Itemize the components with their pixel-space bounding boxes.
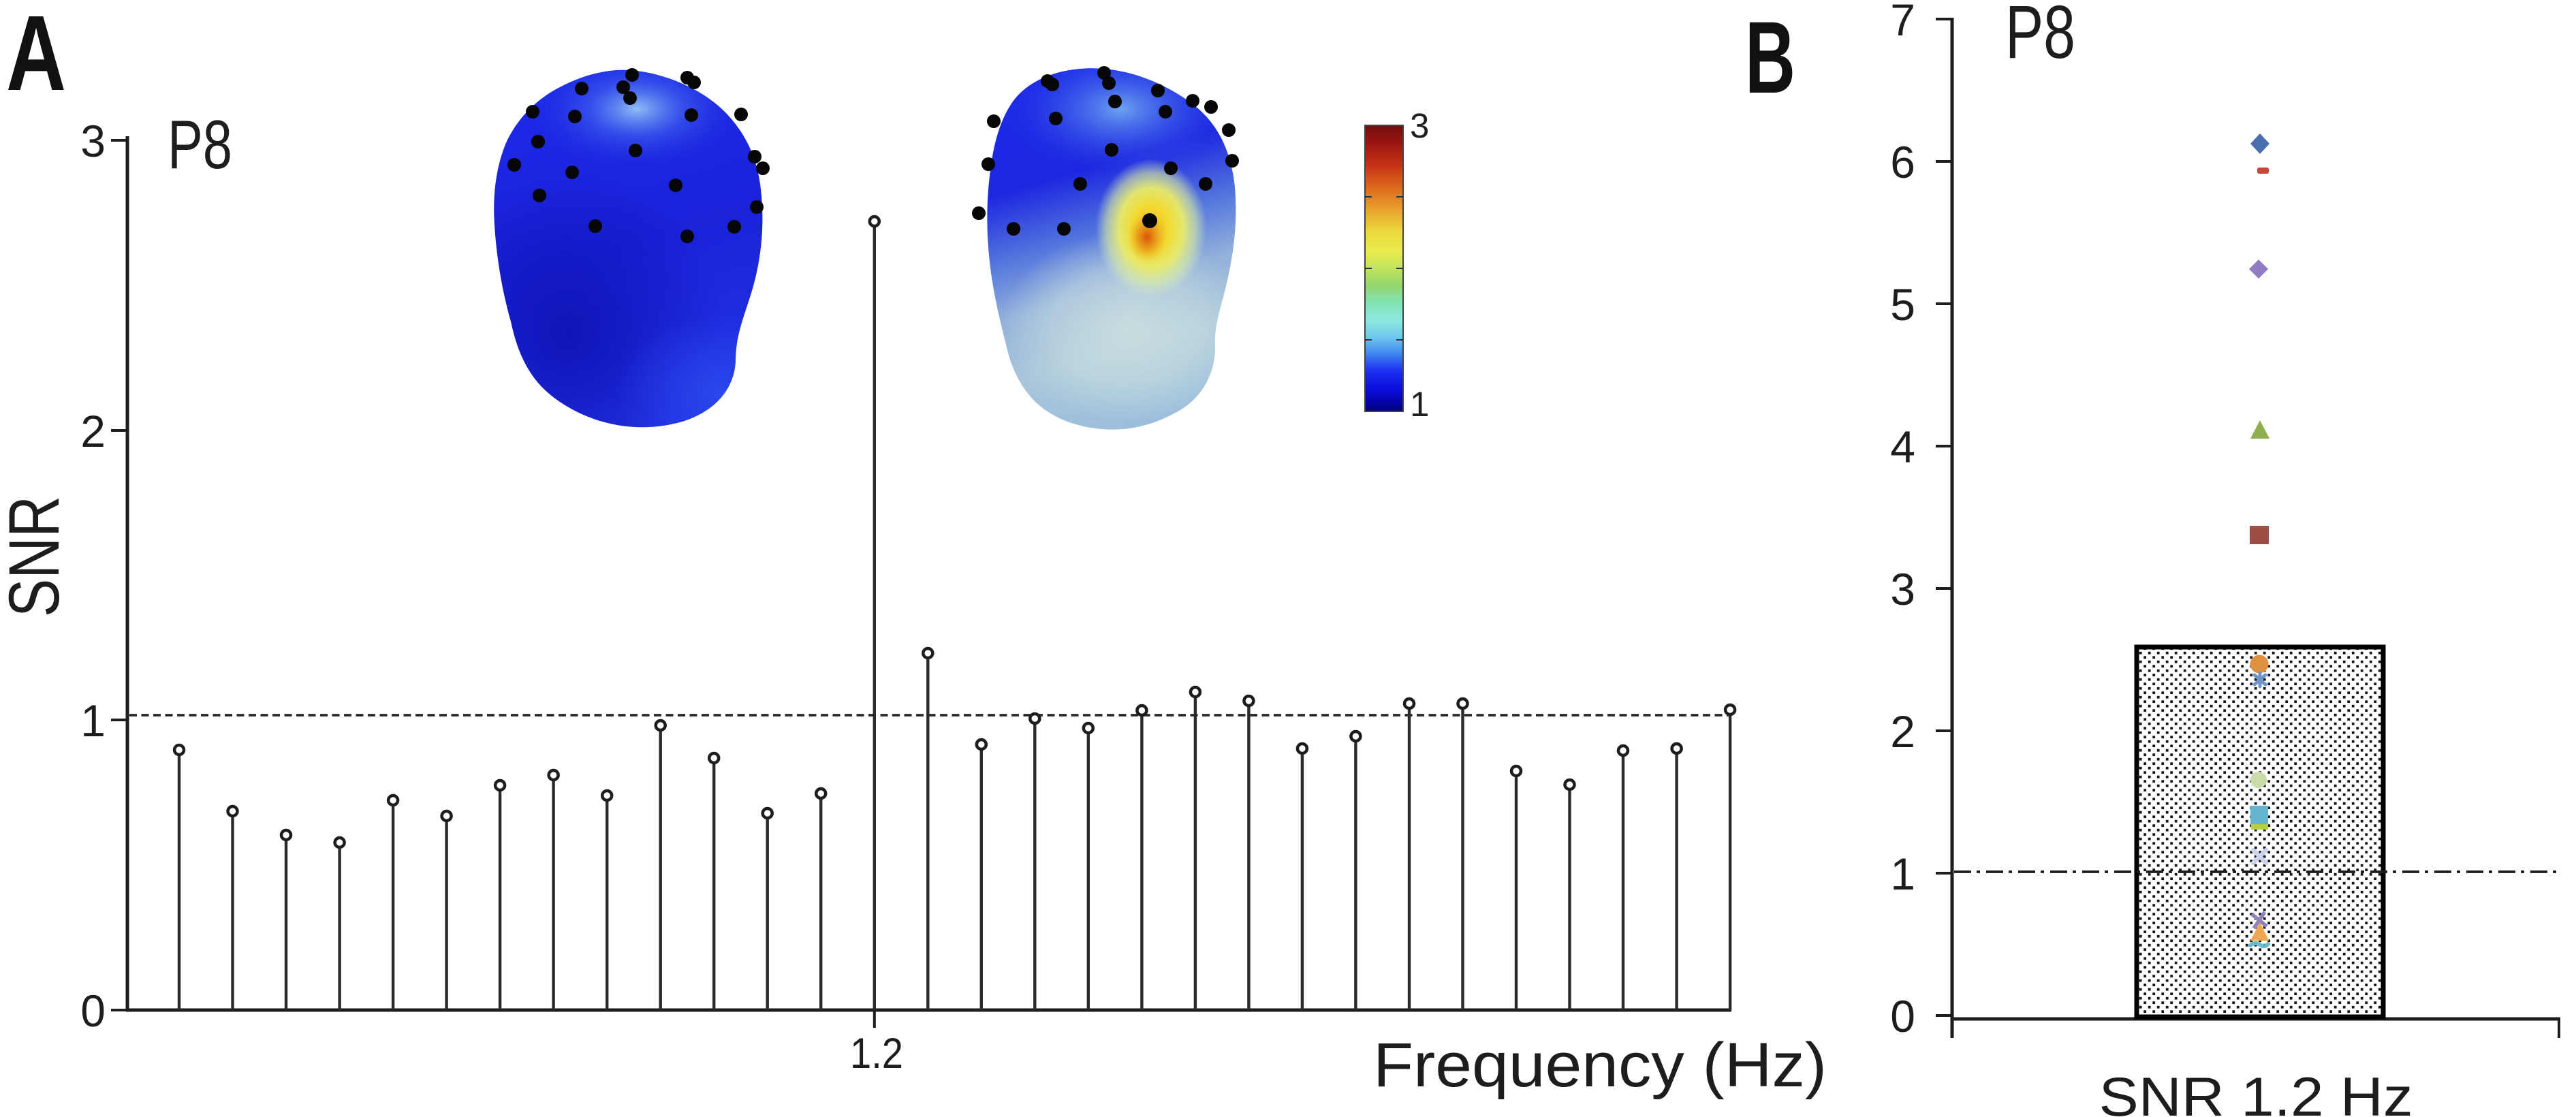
svg-text:A: A [6, 0, 66, 113]
svg-text:P8: P8 [168, 107, 232, 183]
svg-text:1: 1 [80, 695, 106, 746]
svg-text:7: 7 [1890, 0, 1915, 45]
svg-text:3: 3 [80, 116, 106, 166]
svg-text:6: 6 [1890, 137, 1915, 187]
svg-text:1: 1 [1410, 385, 1429, 424]
svg-text:3: 3 [1890, 564, 1915, 614]
svg-text:0: 0 [1890, 991, 1915, 1041]
svg-text:4: 4 [1890, 422, 1915, 472]
svg-text:2: 2 [80, 406, 106, 456]
svg-text:3: 3 [1410, 106, 1429, 145]
svg-text:Frequency (Hz): Frequency (Hz) [1373, 1031, 1827, 1100]
svg-text:1: 1 [1890, 849, 1915, 899]
svg-text:SNR 1.2 Hz: SNR 1.2 Hz [2099, 1067, 2413, 1117]
svg-text:2: 2 [1890, 706, 1915, 757]
svg-text:B: B [1745, 0, 1795, 114]
svg-text:1.2: 1.2 [850, 1030, 903, 1077]
svg-text:5: 5 [1890, 279, 1915, 330]
svg-text:0: 0 [80, 986, 106, 1036]
svg-text:P8: P8 [2005, 0, 2075, 74]
svg-text:SNR: SNR [0, 496, 74, 617]
